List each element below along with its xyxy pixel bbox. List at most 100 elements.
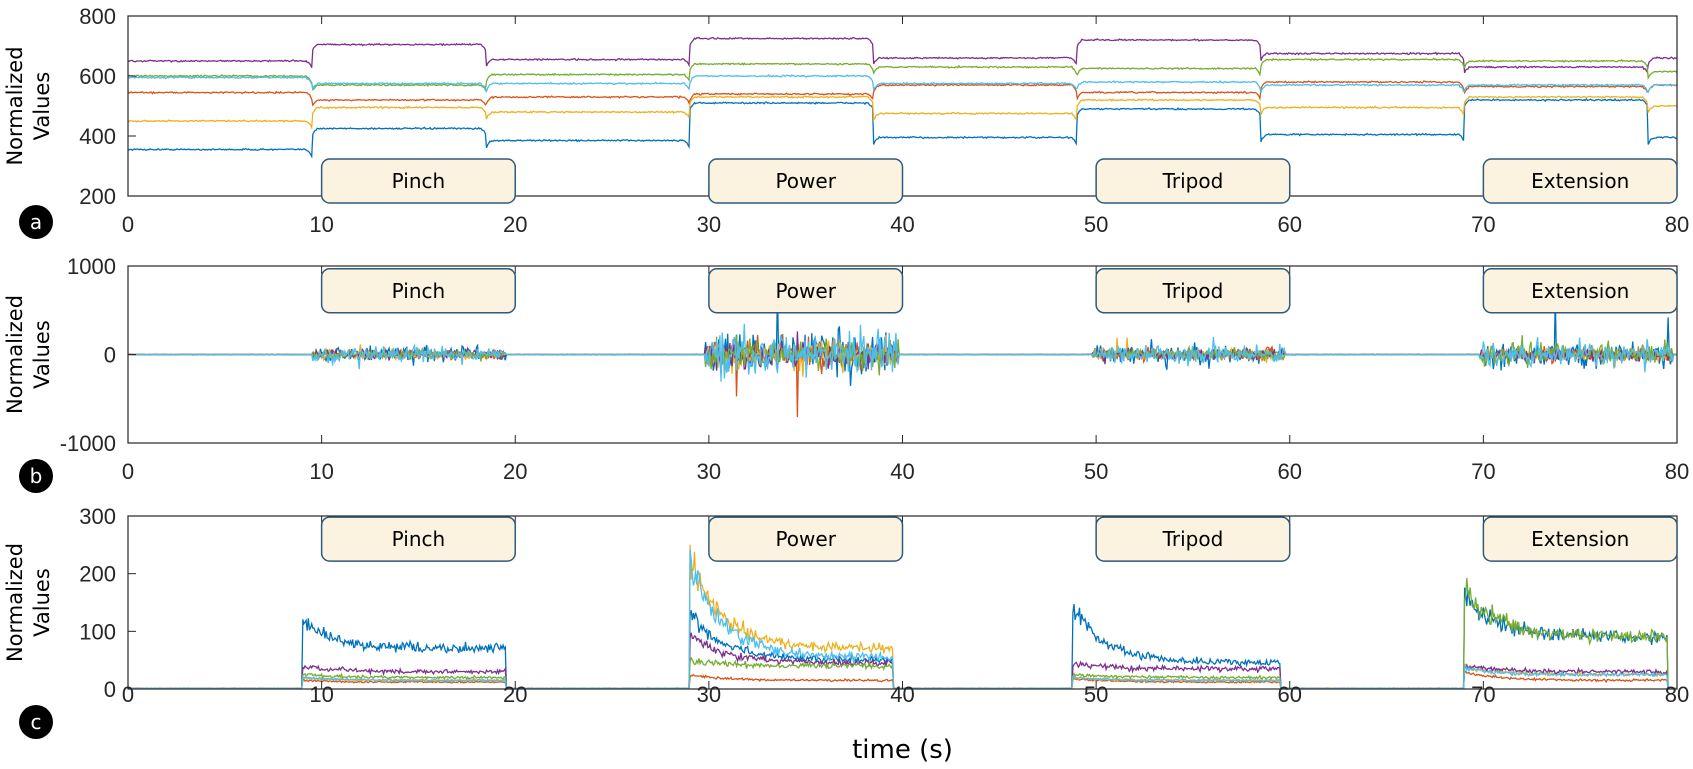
annotation-label: Extension <box>1531 527 1629 551</box>
panel-c: 0 10 20 30 40 50 60 70 80 0 100 200 300 Normalized Val… <box>3 504 1689 765</box>
x-tick-label: 0 <box>122 459 134 484</box>
annotation-tripod: Tripod <box>1095 268 1291 314</box>
annotation-extension: Extension <box>1482 516 1678 562</box>
annotation-box <box>1482 158 1678 204</box>
annotation-label: Power <box>775 527 836 551</box>
x-tick-label: 80 <box>1665 212 1689 237</box>
annotation-extension: Extension <box>1482 158 1678 204</box>
annotation-label: Tripod <box>1162 169 1224 193</box>
annotation-label: Pinch <box>392 527 446 551</box>
y-tick-label: 800 <box>79 4 116 29</box>
x-tick-label: 10 <box>309 459 333 484</box>
badge-letter: a <box>30 210 42 234</box>
annotation-extension: Extension <box>1482 268 1678 314</box>
annotation-power: Power <box>708 158 904 204</box>
series-line-orange <box>128 80 1677 107</box>
series-line-cyan <box>128 549 1677 689</box>
series-line-cyan <box>128 74 1677 95</box>
y-tick-label: 600 <box>79 64 116 89</box>
series-group <box>128 544 1677 689</box>
x-tick-label: 70 <box>1471 212 1495 237</box>
annotation-tripod: Tripod <box>1095 158 1291 204</box>
x-tick-label: 40 <box>890 459 914 484</box>
x-tick-label: 70 <box>1471 459 1495 484</box>
y-tick-label: 100 <box>79 619 116 644</box>
x-tick-label: 20 <box>503 212 527 237</box>
x-tick-label: 30 <box>697 682 721 707</box>
x-tick-label: 80 <box>1665 459 1689 484</box>
y-axis-label: Normalized <box>3 295 27 414</box>
series-line-purple <box>128 36 1677 74</box>
y-axis-label: Normalized <box>3 46 27 165</box>
badge-letter: b <box>30 464 43 488</box>
annotation-box <box>1482 268 1678 314</box>
y-tick-label: -1000 <box>60 431 116 456</box>
annotation-label: Pinch <box>392 279 446 303</box>
x-tick-label: 20 <box>503 682 527 707</box>
badge-circle <box>19 205 53 239</box>
y-tick-label: 1000 <box>67 254 116 279</box>
y-tick-label: 200 <box>79 562 116 587</box>
annotation-pinch: Pinch <box>320 158 516 204</box>
y-axis-label: Values <box>30 320 54 389</box>
panel-badge-c: c <box>19 705 53 739</box>
annotation-box <box>1095 158 1291 204</box>
series-line-green <box>128 57 1677 93</box>
x-tick-label: 30 <box>697 459 721 484</box>
annotation-box <box>1095 268 1291 314</box>
annotation-box <box>320 516 516 562</box>
x-tick-label: 10 <box>309 212 333 237</box>
annotation-tripod: Tripod <box>1095 516 1291 562</box>
y-axis-label: Values <box>30 568 54 637</box>
annotation-pinch: Pinch <box>320 268 516 314</box>
series-line-blue <box>128 97 1677 159</box>
y-tick-label: 200 <box>79 184 116 209</box>
badge-circle <box>19 459 53 493</box>
annotation-label: Extension <box>1531 169 1629 193</box>
annotation-box <box>708 158 904 204</box>
x-tick-label: 40 <box>890 212 914 237</box>
annotation-label: Extension <box>1531 279 1629 303</box>
x-tick-label: 70 <box>1471 682 1495 707</box>
series-line-yellow <box>128 95 1677 130</box>
annotation-box <box>1482 516 1678 562</box>
x-tick-label: 80 <box>1665 682 1689 707</box>
series-line-blue <box>128 587 1677 689</box>
x-tick-label: 50 <box>1084 682 1108 707</box>
y-tick-label: 400 <box>79 124 116 149</box>
x-tick-label: 30 <box>697 212 721 237</box>
y-tick-label: 300 <box>79 504 116 529</box>
annotation-power: Power <box>708 516 904 562</box>
x-tick-label: 60 <box>1278 459 1302 484</box>
badge-letter: c <box>31 710 42 734</box>
annotation-label: Pinch <box>392 169 446 193</box>
series-line-green <box>128 578 1677 689</box>
badge-circle <box>19 705 53 739</box>
panel-badge-a: a <box>19 205 53 239</box>
panel-badge-b: b <box>19 459 53 493</box>
annotation-box <box>708 516 904 562</box>
annotation-box <box>708 268 904 314</box>
y-axis-label: Values <box>30 72 54 141</box>
y-tick-label: 0 <box>104 343 116 368</box>
x-tick-label: 0 <box>122 682 134 707</box>
panel-a: 0 10 20 30 40 50 60 70 80 200 400 600 800 Normalized V… <box>3 4 1689 239</box>
annotation-power: Power <box>708 268 904 314</box>
series-group <box>128 36 1677 159</box>
x-tick-label: 50 <box>1084 459 1108 484</box>
series-group <box>128 288 1677 418</box>
annotation-pinch: Pinch <box>320 516 516 562</box>
y-tick-label: 0 <box>104 677 116 702</box>
x-tick-label: 0 <box>122 212 134 237</box>
x-tick-label: 40 <box>890 682 914 707</box>
series-line-cyan <box>128 323 1677 382</box>
annotation-label: Power <box>775 279 836 303</box>
x-tick-label: 50 <box>1084 212 1108 237</box>
series-line-yellow <box>128 544 1677 689</box>
y-axis-label: Normalized <box>3 543 27 662</box>
annotation-box <box>320 268 516 314</box>
x-axis-label: time (s) <box>852 735 953 765</box>
x-tick-label: 20 <box>503 459 527 484</box>
